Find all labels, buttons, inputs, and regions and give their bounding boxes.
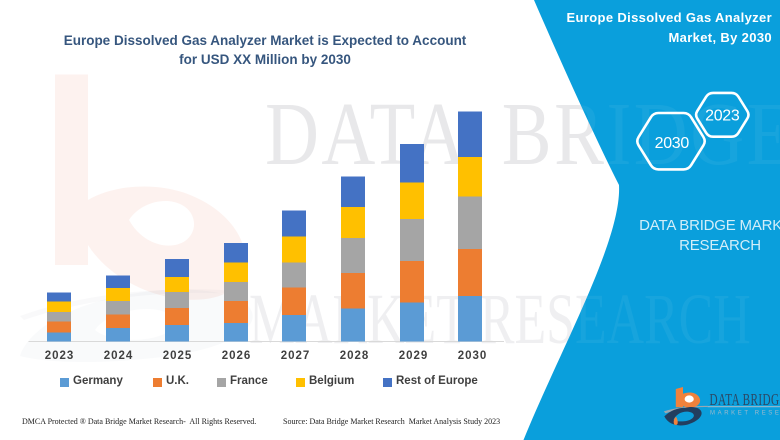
svg-text:MARKET RESEARCH: MARKET RESEARCH xyxy=(710,411,780,417)
svg-text:DATA BRIDGE: DATA BRIDGE xyxy=(710,391,780,410)
svg-text:2030: 2030 xyxy=(655,135,690,152)
svg-text:2023: 2023 xyxy=(705,108,740,125)
